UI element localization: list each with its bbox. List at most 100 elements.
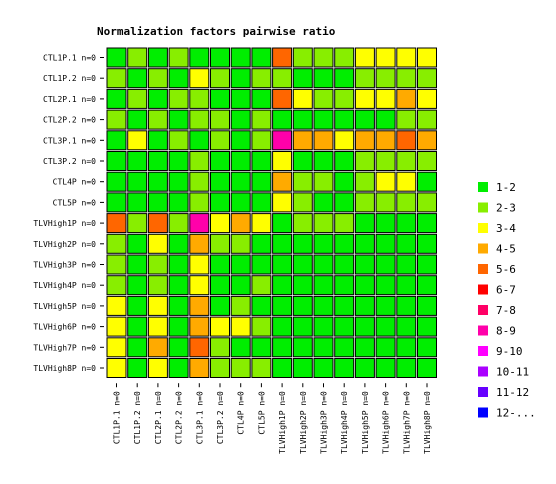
heatmap-cell-r2-c6 [210, 68, 230, 89]
legend-swatch [478, 325, 488, 336]
heatmap-cell-r12-c13 [354, 275, 375, 296]
heatmap-cell-r8-c5 [189, 192, 210, 213]
row-label: CTL1P.1 n=0 [43, 54, 96, 63]
heatmap-cell-r3-c10 [292, 88, 313, 109]
heatmap-cell-r11-c11 [313, 254, 334, 275]
heatmap-cell-r14-c11 [313, 316, 334, 337]
heatmap-cell-r7-c6 [210, 171, 230, 192]
heatmap-cell-r7-c7 [230, 171, 251, 192]
legend-label: 10-11 [496, 366, 529, 379]
legend-label: 12-... [496, 407, 536, 420]
heatmap-cell-r13-c9 [272, 295, 293, 316]
heatmap-cell-r5-c12 [334, 130, 355, 151]
row-label: TLVHigh4P n=0 [33, 281, 96, 290]
heatmap-cell-r10-c3 [147, 233, 168, 254]
heatmap-cell-r3-c13 [354, 88, 375, 109]
heatmap-cell-r2-c1 [106, 68, 127, 89]
heatmap-cell-r1-c4 [168, 47, 189, 68]
heatmap-cell-r9-c12 [334, 213, 355, 234]
heatmap-cell-r8-c11 [313, 192, 334, 213]
heatmap-cell-r6-c16 [417, 151, 437, 171]
heatmap-cell-r8-c13 [354, 192, 375, 213]
heatmap-cell-r14-c6 [210, 316, 230, 337]
heatmap-cell-r15-c3 [147, 337, 168, 358]
heatmap-cell-r5-c8 [251, 130, 272, 151]
heatmap-cell-r12-c7 [230, 275, 251, 296]
heatmap-cell-r16-c4 [168, 358, 189, 378]
heatmap-cell-r5-c9 [272, 130, 293, 151]
heatmap-cell-r7-c3 [147, 171, 168, 192]
heatmap-cell-r6-c6 [210, 151, 230, 171]
heatmap-cell-r13-c1 [106, 295, 127, 316]
heatmap-cell-r11-c10 [292, 254, 313, 275]
heatmap-cell-r11-c4 [168, 254, 189, 275]
heatmap-cell-r14-c10 [292, 316, 313, 337]
heatmap-cell-r4-c9 [272, 109, 293, 130]
heatmap-cell-r9-c16 [417, 213, 437, 234]
heatmap-cell-r2-c12 [334, 68, 355, 89]
heatmap-cell-r2-c5 [189, 68, 210, 89]
heatmap-cell-r9-c5 [189, 213, 210, 234]
heatmap-cell-r9-c14 [375, 213, 396, 234]
heatmap-cell-r16-c14 [375, 358, 396, 378]
legend-label: 1-2 [496, 181, 516, 194]
legend-swatch [478, 202, 488, 213]
heatmap-cell-r9-c9 [272, 213, 293, 234]
column-label: TLVHigh3P n=0 [320, 391, 329, 454]
heatmap-cell-r12-c8 [251, 275, 272, 296]
heatmap-cell-r2-c7 [230, 68, 251, 89]
heatmap-cell-r4-c16 [417, 109, 437, 130]
heatmap-cell-r14-c12 [334, 316, 355, 337]
heatmap-cell-r3-c15 [396, 88, 417, 109]
legend-swatch [478, 284, 488, 295]
heatmap-cell-r16-c13 [354, 358, 375, 378]
heatmap-cell-r6-c15 [396, 151, 417, 171]
heatmap-cell-r15-c10 [292, 337, 313, 358]
row-label: CTL1P.2 n=0 [43, 74, 96, 83]
heatmap-cell-r1-c14 [375, 47, 396, 68]
heatmap-cell-r12-c3 [147, 275, 168, 296]
legend-swatch [478, 366, 488, 377]
heatmap-cell-r5-c10 [292, 130, 313, 151]
column-label: CTL1P.1 n=0 [113, 391, 122, 444]
heatmap-cell-r12-c15 [396, 275, 417, 296]
heatmap-cell-r2-c4 [168, 68, 189, 89]
heatmap-cell-r5-c16 [417, 130, 437, 151]
heatmap-cell-r11-c15 [396, 254, 417, 275]
heatmap-cells [106, 47, 437, 378]
heatmap-cell-r3-c14 [375, 88, 396, 109]
heatmap-cell-r8-c3 [147, 192, 168, 213]
legend-label: 7-8 [496, 304, 516, 317]
heatmap-cell-r10-c6 [210, 233, 230, 254]
heatmap-cell-r4-c6 [210, 109, 230, 130]
heatmap-cell-r12-c16 [417, 275, 437, 296]
heatmap-cell-r16-c9 [272, 358, 293, 378]
heatmap-cell-r12-c12 [334, 275, 355, 296]
column-label: TLVHigh2P n=0 [299, 391, 308, 454]
heatmap-cell-r7-c9 [272, 171, 293, 192]
heatmap-cell-r5-c2 [127, 130, 148, 151]
heatmap-cell-r1-c6 [210, 47, 230, 68]
heatmap-cell-r13-c15 [396, 295, 417, 316]
heatmap-cell-r13-c12 [334, 295, 355, 316]
heatmap-cell-r8-c4 [168, 192, 189, 213]
heatmap-cell-r16-c3 [147, 358, 168, 378]
heatmap-cell-r15-c6 [210, 337, 230, 358]
legend-label: 6-7 [496, 284, 516, 297]
heatmap-cell-r3-c5 [189, 88, 210, 109]
heatmap-cell-r2-c2 [127, 68, 148, 89]
heatmap-cell-r11-c7 [230, 254, 251, 275]
heatmap-cell-r11-c3 [147, 254, 168, 275]
heatmap-cell-r15-c7 [230, 337, 251, 358]
chart-title: Normalization factors pairwise ratio [97, 25, 336, 38]
row-label: TLVHigh7P n=0 [33, 343, 96, 352]
column-label: TLVHigh7P n=0 [402, 391, 411, 454]
heatmap-cell-r14-c2 [127, 316, 148, 337]
heatmap-cell-r12-c9 [272, 275, 293, 296]
legend-label: 4-5 [496, 243, 516, 256]
heatmap-cell-r4-c7 [230, 109, 251, 130]
heatmap-cell-r1-c12 [334, 47, 355, 68]
legend-swatch [478, 182, 488, 192]
heatmap-cell-r13-c4 [168, 295, 189, 316]
